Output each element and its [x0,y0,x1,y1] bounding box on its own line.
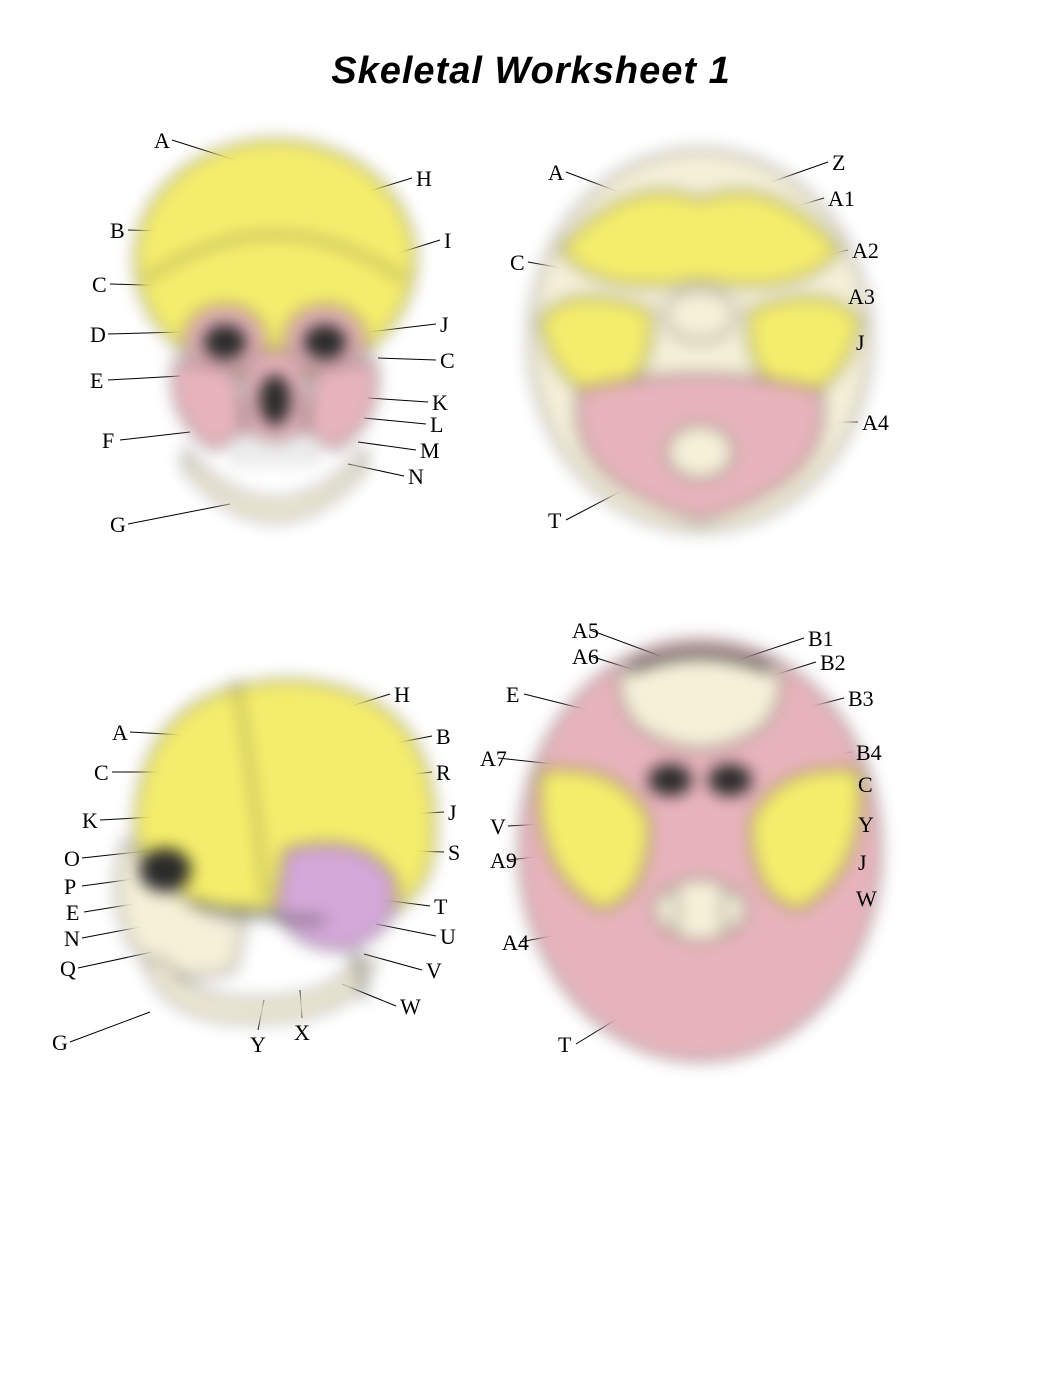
diagram-label: N [64,926,80,952]
diagram-label: U [440,924,456,950]
diagram-label: V [490,814,506,840]
diagram-label: B1 [808,626,834,652]
diagram-label: B [110,218,125,244]
diagram-label: X [294,1020,310,1046]
diagram-label: A4 [502,930,529,956]
diagram-label: G [52,1030,68,1056]
diagram-label: A5 [572,618,599,644]
diagram-label: I [444,228,451,254]
diagram-label: V [426,958,442,984]
diagram-label: T [434,894,447,920]
diagram-label: A2 [852,238,879,264]
diagram-label: Q [60,956,76,982]
diagram-label: J [856,330,865,356]
diagram-label: E [66,900,79,926]
diagram-label: E [506,682,519,708]
diagram-label: J [440,312,449,338]
diagram-label: B4 [856,740,882,766]
diagram-label: N [408,464,424,490]
diagram-label: O [64,846,80,872]
diagram-label: C [510,250,525,276]
diagram-label: B2 [820,650,846,676]
diagram-label: A [112,720,128,746]
diagram-label: A4 [862,410,889,436]
diagram-label: S [448,840,460,866]
diagram-label: Z [832,150,845,176]
diagram-label: M [420,438,440,464]
diagram-label: K [82,808,98,834]
diagram-label: R [436,760,451,786]
diagram-label: J [858,850,867,876]
diagram-label: A6 [572,644,599,670]
diagram-label: A1 [828,186,855,212]
diagram-label: A7 [480,746,507,772]
diagram-label: B3 [848,686,874,712]
diagram-label: D [90,322,106,348]
diagram-label: A [154,128,170,154]
diagram-label: T [548,508,561,534]
diagram-label: W [856,886,877,912]
diagram-label: C [858,772,873,798]
diagram-label: C [440,348,455,374]
diagram-label: L [430,412,443,438]
diagram-label: A3 [848,284,875,310]
diagram-label: A9 [490,848,517,874]
diagram-label: P [64,874,76,900]
diagram-label: J [448,800,457,826]
diagram-label: Y [250,1032,266,1058]
diagram-label: C [94,760,109,786]
diagram-label: A [548,160,564,186]
labels-layer: ABCDEFGHIJCKLMNACTZA1A2A3JA4ACKOPENQGHBR… [0,0,1062,1377]
diagram-label: C [92,272,107,298]
diagram-label: H [394,682,410,708]
diagram-label: F [102,428,114,454]
diagram-label: T [558,1032,571,1058]
diagram-label: H [416,166,432,192]
diagram-label: E [90,368,103,394]
diagram-label: Y [858,812,874,838]
diagram-label: W [400,994,421,1020]
diagram-label: G [110,512,126,538]
diagram-label: B [436,724,451,750]
